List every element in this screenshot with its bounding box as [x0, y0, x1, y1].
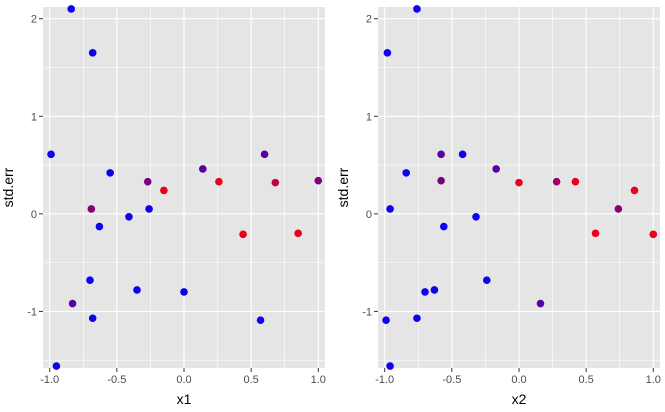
data-points: [382, 5, 658, 370]
data-point: [145, 205, 153, 213]
y-tick-label: 1: [366, 111, 372, 123]
x-tick-label: 0.5: [578, 374, 593, 386]
data-point: [143, 177, 152, 186]
data-point: [630, 186, 639, 195]
y-tick-labels: -1 0 1 2: [362, 14, 372, 319]
data-points: [47, 5, 323, 370]
data-point: [133, 286, 141, 294]
gridlines: [378, 7, 660, 368]
data-point: [47, 150, 55, 159]
x-tick-label: -0.5: [107, 374, 126, 386]
data-point: [437, 150, 445, 159]
data-point: [421, 288, 429, 296]
data-point: [256, 316, 265, 324]
data-point: [482, 276, 491, 284]
data-point: [515, 178, 523, 187]
x-tick-label: -1.0: [375, 374, 394, 386]
scatter-panel-x2: -1.0 -0.5 0.0 0.5 1.0 -1 0 1 2 x2 std.err: [335, 5, 661, 407]
data-point: [68, 299, 77, 308]
data-point: [180, 288, 188, 296]
data-point: [472, 212, 480, 221]
data-point: [413, 5, 421, 13]
x-tick-label: 0.0: [511, 374, 526, 386]
data-point: [536, 299, 545, 308]
data-point: [571, 177, 580, 186]
data-point: [294, 229, 302, 238]
data-point: [440, 222, 448, 231]
x-tick-labels: -1.0 -0.5 0.0 0.5 1.0: [375, 374, 661, 386]
data-point: [271, 178, 280, 187]
x-axis-title: x1: [177, 391, 192, 407]
data-point: [402, 169, 411, 177]
scatter-panel-x1: -1.0 -0.5 0.0 0.5 1.0 -1 0 1 2 x1 std.err: [0, 5, 326, 407]
data-point: [260, 150, 269, 159]
y-tick-label: 0: [366, 209, 372, 221]
y-axis-title: std.err: [0, 167, 16, 207]
data-point: [88, 314, 97, 323]
axis-ticks: [374, 18, 654, 372]
x-axis-title: x2: [512, 391, 527, 407]
data-point: [614, 205, 623, 213]
data-point: [458, 150, 467, 159]
y-axis-title: std.err: [335, 167, 351, 207]
x-tick-label: 1.0: [646, 374, 661, 386]
data-point: [239, 230, 247, 239]
y-tick-label: 2: [366, 14, 372, 26]
x-tick-label: 1.0: [311, 374, 326, 386]
data-point: [160, 186, 168, 195]
axis-ticks: [39, 18, 319, 372]
x-tick-label: -0.5: [442, 374, 461, 386]
data-point: [430, 286, 439, 294]
data-point: [215, 177, 223, 186]
data-point: [87, 205, 96, 213]
data-point: [199, 165, 207, 173]
data-point: [413, 314, 421, 323]
data-point: [88, 49, 97, 57]
data-point: [492, 165, 500, 173]
data-point: [552, 177, 561, 186]
data-point: [382, 316, 390, 324]
data-point: [52, 362, 61, 370]
data-point: [95, 222, 104, 231]
data-point: [591, 229, 600, 238]
data-point: [67, 5, 75, 13]
data-point: [314, 176, 323, 185]
y-tick-label: -1: [362, 306, 372, 318]
data-point: [437, 176, 445, 185]
data-point: [125, 212, 133, 221]
y-tick-label: 0: [31, 209, 37, 221]
data-point: [106, 169, 114, 177]
data-point: [86, 276, 94, 284]
x-tick-label: 0.5: [243, 374, 258, 386]
gridlines: [43, 7, 325, 368]
data-point: [386, 362, 394, 370]
x-tick-labels: -1.0 -0.5 0.0 0.5 1.0: [40, 374, 326, 386]
x-tick-label: -1.0: [40, 374, 59, 386]
y-tick-label: 2: [31, 14, 37, 26]
data-point: [649, 230, 658, 239]
y-tick-label: -1: [27, 306, 37, 318]
data-point: [386, 205, 394, 213]
y-tick-labels: -1 0 1 2: [27, 14, 37, 319]
y-tick-label: 1: [31, 111, 37, 123]
data-point: [383, 49, 392, 57]
x-tick-label: 0.0: [176, 374, 191, 386]
